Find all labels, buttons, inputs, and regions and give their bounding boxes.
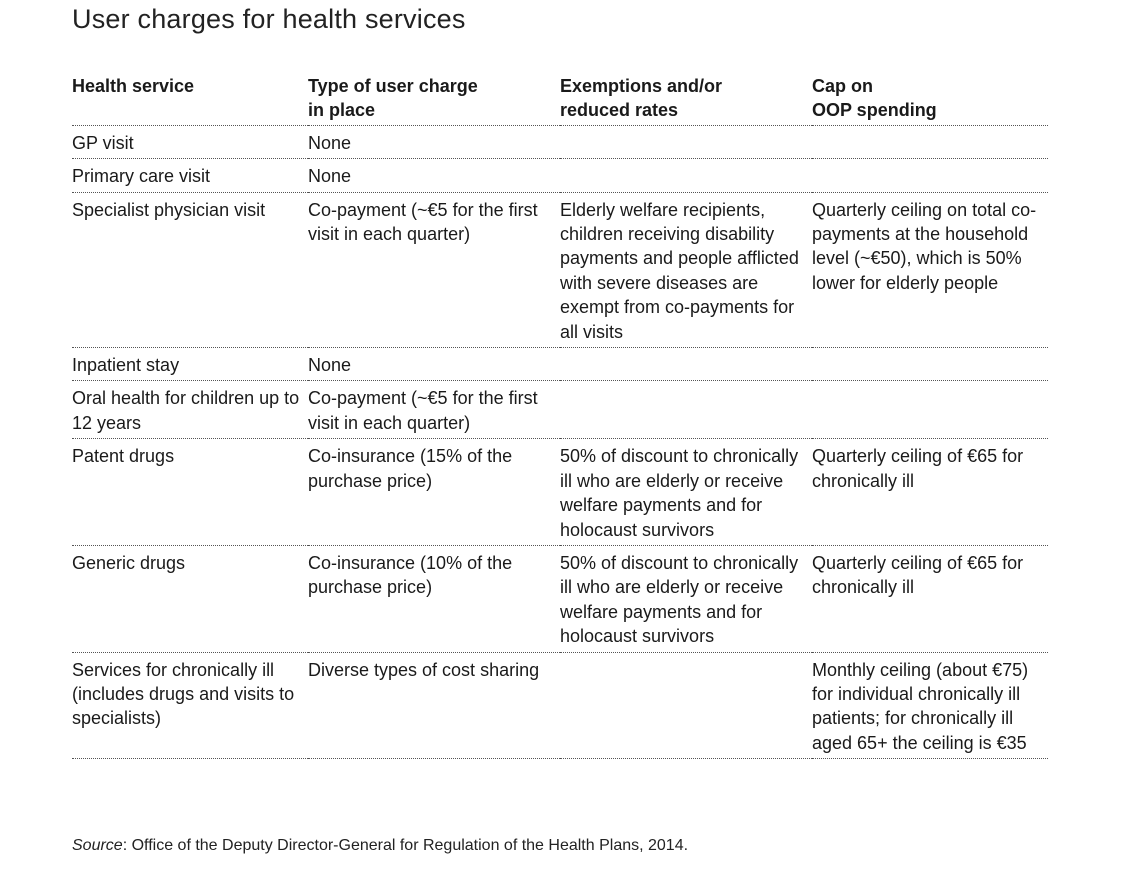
cell-cap bbox=[812, 380, 1048, 440]
table-row: Services for chronically ill (includes d… bbox=[72, 652, 1048, 760]
source-text: : Office of the Deputy Director-General … bbox=[122, 837, 689, 854]
column-header-oop-cap: Cap on OOP spending bbox=[812, 74, 1048, 126]
cell-cap: Quarterly ceiling of €65 for chronically… bbox=[812, 438, 1048, 546]
cell-exemptions: 50% of discount to chronically ill who a… bbox=[560, 438, 812, 546]
table-body: GP visit None Primary care visit None Sp… bbox=[72, 125, 1048, 760]
table-header: Health service Type of user charge in pl… bbox=[72, 74, 1048, 126]
table-row: Patent drugs Co-insurance (15% of the pu… bbox=[72, 438, 1048, 546]
cell-health-service: Services for chronically ill (includes d… bbox=[72, 652, 308, 760]
table-title: User charges for health services bbox=[72, 4, 466, 34]
cell-health-service: Patent drugs bbox=[72, 438, 308, 546]
user-charges-table-container: Health service Type of user charge in pl… bbox=[72, 74, 1048, 760]
cell-health-service: Inpatient stay bbox=[72, 347, 308, 382]
cell-health-service: Generic drugs bbox=[72, 545, 308, 653]
cell-user-charge: Diverse types of cost sharing bbox=[308, 652, 560, 760]
cell-exemptions bbox=[560, 380, 812, 440]
cell-exemptions: 50% of discount to chronically ill who a… bbox=[560, 545, 812, 653]
table-row: Oral health for children up to 12 years … bbox=[72, 380, 1048, 440]
cell-user-charge: Co-payment (~€5 for the first visit in e… bbox=[308, 192, 560, 349]
cell-cap: Monthly ceiling (about €75) for individu… bbox=[812, 652, 1048, 760]
cell-cap bbox=[812, 158, 1048, 193]
cell-exemptions bbox=[560, 347, 812, 382]
source-note: Source: Office of the Deputy Director-Ge… bbox=[72, 837, 688, 855]
table-row: Generic drugs Co-insurance (10% of the p… bbox=[72, 545, 1048, 653]
cell-health-service: Primary care visit bbox=[72, 158, 308, 193]
cell-exemptions bbox=[560, 158, 812, 193]
header-row: Health service Type of user charge in pl… bbox=[72, 74, 1048, 126]
cell-user-charge: None bbox=[308, 125, 560, 160]
table-row: Inpatient stay None bbox=[72, 347, 1048, 382]
cell-user-charge: Co-payment (~€5 for the first visit in e… bbox=[308, 380, 560, 440]
cell-health-service: GP visit bbox=[72, 125, 308, 160]
cell-user-charge: Co-insurance (10% of the purchase price) bbox=[308, 545, 560, 653]
cell-exemptions bbox=[560, 125, 812, 160]
cell-user-charge: None bbox=[308, 158, 560, 193]
table-row: GP visit None bbox=[72, 125, 1048, 160]
cell-health-service: Specialist physician visit bbox=[72, 192, 308, 349]
cell-user-charge: Co-insurance (15% of the purchase price) bbox=[308, 438, 560, 546]
cell-cap: Quarterly ceiling of €65 for chronically… bbox=[812, 545, 1048, 653]
cell-health-service: Oral health for children up to 12 years bbox=[72, 380, 308, 440]
cell-exemptions: Elderly welfare recipients, children rec… bbox=[560, 192, 812, 349]
table-row: Specialist physician visit Co-payment (~… bbox=[72, 192, 1048, 349]
cell-cap bbox=[812, 347, 1048, 382]
cell-user-charge: None bbox=[308, 347, 560, 382]
user-charges-table: Health service Type of user charge in pl… bbox=[72, 74, 1048, 760]
source-label: Source bbox=[72, 837, 123, 854]
cell-cap: Quarterly ceiling on total co-payments a… bbox=[812, 192, 1048, 349]
cell-exemptions bbox=[560, 652, 812, 760]
column-header-user-charge-type: Type of user charge in place bbox=[308, 74, 560, 126]
cell-cap bbox=[812, 125, 1048, 160]
column-header-exemptions: Exemptions and/or reduced rates bbox=[560, 74, 812, 126]
column-header-health-service: Health service bbox=[72, 74, 308, 126]
table-row: Primary care visit None bbox=[72, 158, 1048, 193]
